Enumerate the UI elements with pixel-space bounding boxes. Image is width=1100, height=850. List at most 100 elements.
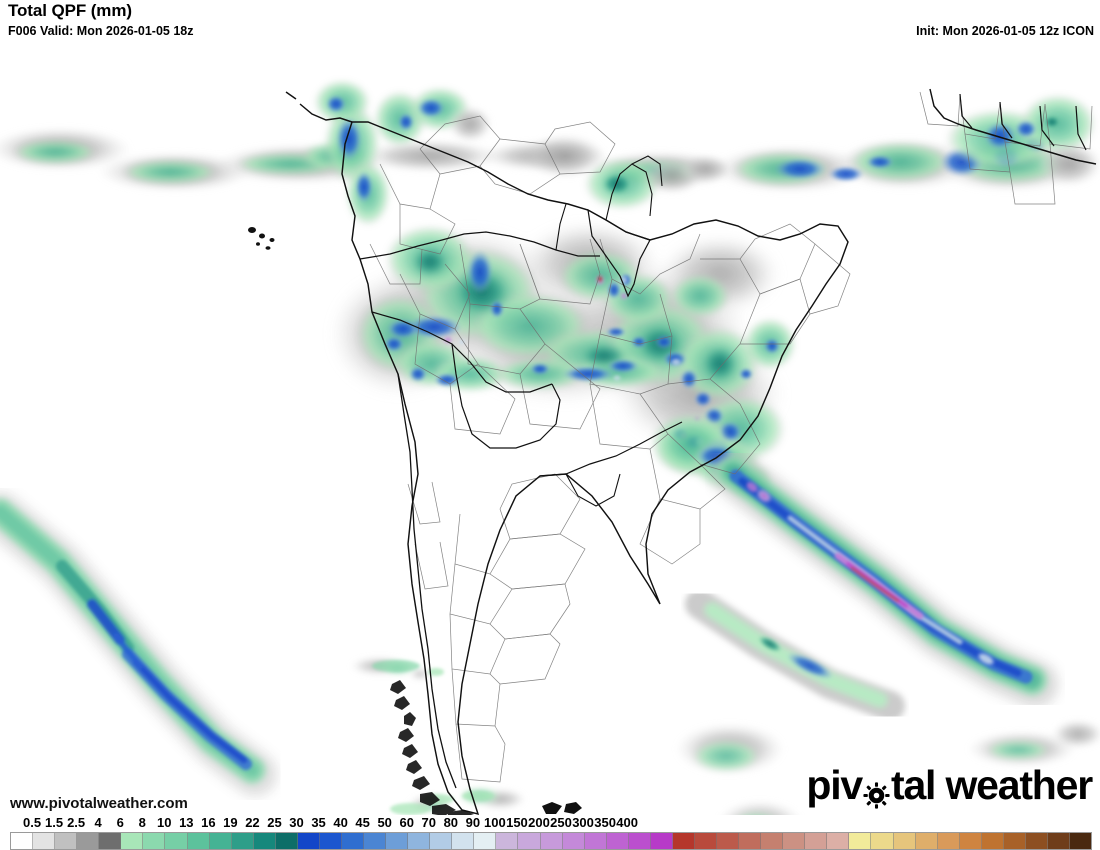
colorbar-tick: 350 (594, 815, 616, 830)
colorbar-tick: 2.5 (67, 815, 86, 830)
colorbar-swatch (937, 833, 960, 849)
colorbar-swatch (319, 833, 342, 849)
colorbar-swatch (209, 833, 232, 849)
page-title: Total QPF (mm) (8, 1, 132, 20)
colorbar-swatch (739, 833, 762, 849)
colorbar-tick: 13 (179, 815, 194, 830)
colorbar-legend[interactable]: 0.5 1.5 2.5 4 6 8 10 13 16 19 22 25 30 35 40 45 50 60 70 80… (0, 815, 1100, 850)
valid-time-label: F006 Valid: Mon 2026-01-05 18z (8, 24, 194, 38)
colorbar-swatch (805, 833, 828, 849)
colorbar-swatch (364, 833, 387, 849)
colorbar-swatch (1070, 833, 1092, 849)
colorbar-swatch (959, 833, 982, 849)
map-canvas[interactable] (0, 43, 1100, 816)
colorbar-swatch (694, 833, 717, 849)
colorbar-tick: 80 (443, 815, 459, 830)
colorbar-tick: 16 (201, 815, 216, 830)
patagonia-fjords (390, 680, 474, 816)
colorbar-tick: 70 (421, 815, 436, 830)
colorbar-swatch (1025, 833, 1048, 849)
colorbar-tick: 1.5 (45, 815, 64, 830)
colorbar-swatch (33, 833, 56, 849)
colorbar-swatch (893, 833, 916, 849)
colorbar-swatch (584, 833, 607, 849)
colorbar-tick: 6 (116, 815, 124, 830)
colorbar-swatch (231, 833, 254, 849)
colorbar-swatch (55, 833, 78, 849)
colorbar-tick: 30 (289, 815, 304, 830)
colorbar-swatch (849, 833, 872, 849)
colorbar-swatch (408, 833, 431, 849)
colorbar-tick: 300 (572, 815, 594, 830)
colorbar-tick: 4 (94, 815, 102, 830)
colorbar-tick: 40 (333, 815, 348, 830)
colorbar-tick: 50 (377, 815, 392, 830)
colorbar-swatch (452, 833, 475, 849)
colorbar-swatch (518, 833, 541, 849)
logo-text-part2: tal weather (891, 762, 1093, 808)
colorbar-tick: 200 (528, 815, 550, 830)
colorbar-swatch (827, 833, 850, 849)
colorbar-swatch (121, 833, 144, 849)
colorbar-swatch (650, 833, 673, 849)
colorbar-swatch (386, 833, 409, 849)
colorbar-swatch (187, 833, 210, 849)
colorbar-swatch (717, 833, 740, 849)
country-outlines (285, 88, 1097, 816)
colorbar-tick: 150 (506, 815, 528, 830)
colorbar-swatch (11, 833, 34, 849)
galapagos-islands (248, 227, 275, 250)
logo-text-part1: piv (806, 762, 863, 808)
colorbar-swatch (430, 833, 453, 849)
colorbar-tick: 100 (484, 815, 506, 830)
colorbar-tick: 90 (465, 815, 481, 830)
colorbar-swatch (1003, 833, 1026, 849)
colorbar-tick: 45 (355, 815, 370, 830)
colorbar-swatch (165, 833, 188, 849)
pivotal-weather-logo: piv ta (806, 762, 1093, 809)
colorbar-swatch (915, 833, 938, 849)
colorbar-swatch (341, 833, 364, 849)
colorbar-tick: 250 (550, 815, 572, 830)
colorbar-swatch (253, 833, 276, 849)
colorbar-swatch (540, 833, 563, 849)
colorbar-swatch (77, 833, 100, 849)
site-url-watermark: www.pivotalweather.com (10, 795, 188, 812)
map-header: Total QPF (mm) F006 Valid: Mon 2026-01-0… (0, 0, 1100, 44)
colorbar-tick: 22 (245, 815, 260, 830)
colorbar-swatch (606, 833, 629, 849)
colorbar-swatch (783, 833, 806, 849)
gear-sun-icon (863, 775, 890, 809)
colorbar-swatch (672, 833, 695, 849)
precipitation-map (0, 44, 1100, 816)
colorbar-swatch (562, 833, 585, 849)
colorbar-swatch (474, 833, 497, 849)
colorbar-swatch (275, 833, 298, 849)
colorbar-swatch (981, 833, 1004, 849)
colorbar-swatch (496, 833, 519, 849)
colorbar-swatch (628, 833, 651, 849)
falkland-islands (542, 802, 582, 814)
map-borders (369, 91, 1093, 783)
colorbar-swatch (143, 833, 166, 849)
se-pacific-band (0, 492, 277, 796)
colorbar-tick: 19 (223, 815, 238, 830)
colorbar-swatch (99, 833, 122, 849)
colorbar-tick: 10 (157, 815, 172, 830)
colorbar-tick: 400 (616, 815, 638, 830)
colorbar-tick: 0.5 (22, 815, 42, 830)
colorbar-tick: 25 (267, 815, 282, 830)
colorbar-swatch (871, 833, 894, 849)
colorbar-swatch (297, 833, 320, 849)
colorbar-tick: 8 (138, 815, 146, 830)
colorbar-swatch (1047, 833, 1070, 849)
precip-field (0, 80, 1100, 816)
colorbar-tick: 35 (311, 815, 326, 830)
colorbar-swatch (761, 833, 784, 849)
colorbar-swatches[interactable] (10, 832, 1092, 850)
sacz-band (712, 451, 1058, 707)
init-time-label: Init: Mon 2026-01-05 12z ICON (916, 24, 1094, 38)
colorbar-tick-labels: 0.5 1.5 2.5 4 6 8 10 13 16 19 22 25 30 35 40 45 50 60 70 80… (0, 815, 1100, 831)
colorbar-tick: 60 (399, 815, 414, 830)
